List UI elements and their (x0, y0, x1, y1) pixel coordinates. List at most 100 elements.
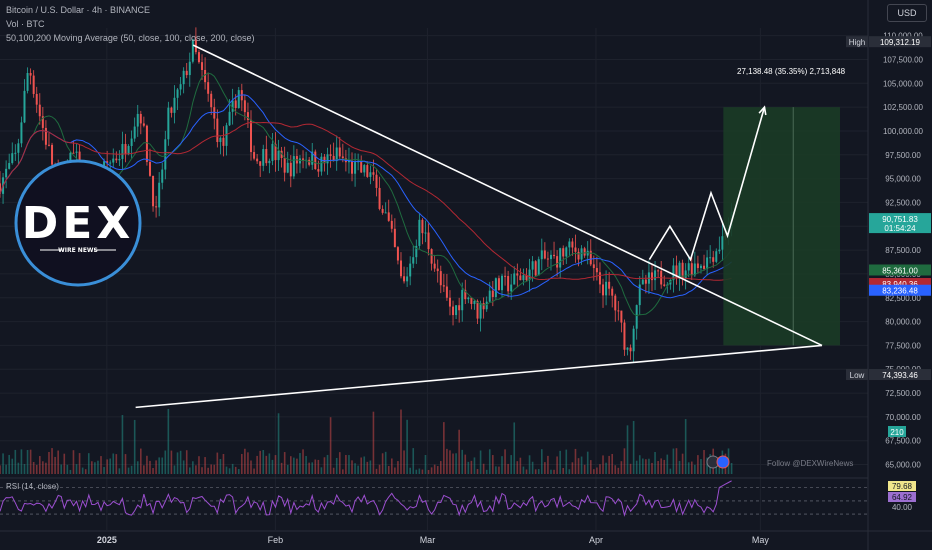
candle-body (497, 278, 500, 291)
projection-path (648, 106, 766, 262)
volume-bar (253, 468, 255, 474)
volume-bar (348, 455, 350, 474)
y-tick-label: 80,000.00 (885, 318, 921, 327)
candle-body (204, 69, 207, 83)
price-tag-countdown: 01:54:24 (884, 224, 916, 233)
price-tag-value: 83,940.36 (882, 280, 918, 289)
y-tick-label: 67,500.00 (885, 437, 921, 446)
candle-body (109, 162, 112, 164)
volume-bar (528, 455, 531, 474)
candle-body (605, 281, 608, 296)
candle-body (565, 247, 568, 257)
candle-body (216, 118, 219, 143)
candle-body (222, 137, 225, 146)
volume-bar (568, 469, 571, 474)
candle-body (522, 275, 525, 281)
candle-body (351, 160, 354, 174)
volume-bar (296, 458, 298, 474)
candle-body (501, 275, 504, 291)
candle-body (390, 220, 393, 229)
candle-body (678, 262, 681, 278)
candle-body (347, 160, 350, 163)
volume-bar (84, 469, 87, 474)
candle-body (690, 263, 693, 276)
volume-bar (439, 461, 442, 474)
candle-body (424, 232, 427, 234)
y-tick-label: 87,500.00 (885, 246, 921, 255)
volume-bar (562, 467, 565, 474)
volume-bar (213, 464, 216, 474)
volume-bar (244, 448, 246, 474)
candle-body (409, 263, 412, 277)
candle-body (366, 165, 369, 177)
candle-body (598, 272, 601, 285)
volume-bar (345, 455, 347, 474)
volume-bar (654, 452, 656, 474)
chart-title: Bitcoin / U.S. Dollar · 4h · BINANCE (6, 5, 151, 15)
volume-bar (112, 453, 115, 474)
candle-body (442, 285, 445, 287)
volume-bar (155, 460, 157, 474)
volume-bar (182, 460, 185, 474)
volume-bar (48, 451, 50, 474)
rsi-legend: RSI (14, close) (6, 482, 59, 491)
volume-bar (158, 457, 160, 474)
candle-body (629, 347, 632, 352)
candle-body (537, 259, 540, 276)
projection-box (723, 107, 840, 346)
volume-bar (332, 467, 335, 474)
candle-body (715, 251, 718, 262)
candle-body (341, 156, 344, 159)
volume-bar (498, 466, 500, 474)
volume-tag (888, 426, 906, 437)
candle-body (641, 279, 644, 285)
candle-body (161, 169, 164, 183)
price-tag (869, 36, 931, 48)
volume-bar (397, 461, 399, 474)
volume-bar (234, 466, 237, 474)
volume-bar (185, 450, 188, 474)
candle-body (479, 303, 482, 319)
volume-bar (706, 457, 708, 474)
candle-body (338, 147, 341, 157)
currency-button[interactable]: USD (887, 4, 927, 22)
volume-bar (11, 458, 14, 474)
candle-body (482, 303, 485, 310)
volume-bar (277, 413, 280, 474)
volume-bar (694, 464, 696, 474)
volume-bar (2, 453, 4, 474)
volume-bar (623, 448, 626, 474)
volume-bar (91, 461, 93, 474)
candle-body (237, 90, 240, 109)
candle-body (706, 257, 709, 269)
candle-body (650, 272, 653, 281)
volume-bar (678, 460, 681, 474)
y-tick-label: 107,500.00 (883, 55, 924, 64)
price-tag (869, 369, 931, 381)
price-tag-value: 83,236.48 (882, 287, 918, 296)
volume-bar (170, 450, 173, 474)
volume-bar (335, 457, 338, 474)
volume-bar (38, 456, 41, 474)
volume-bar (559, 450, 561, 474)
candle-body (360, 161, 363, 173)
candle-body (491, 290, 494, 297)
candle-body (314, 151, 317, 170)
volume-bar (207, 467, 209, 474)
candle-body (476, 300, 479, 319)
volume-bar (452, 453, 454, 474)
candle-body (439, 271, 442, 286)
volume-bar (192, 461, 194, 474)
volume-bar (35, 464, 38, 474)
candle-body (51, 144, 54, 165)
volume-bar (256, 455, 258, 474)
candle-body (620, 310, 623, 323)
volume-bar (583, 464, 586, 474)
volume-bar (42, 461, 44, 474)
candle-body (130, 138, 133, 146)
volume-bar (342, 469, 344, 474)
candle-body (335, 147, 338, 162)
candle-body (458, 305, 461, 311)
candle-body (32, 75, 35, 94)
